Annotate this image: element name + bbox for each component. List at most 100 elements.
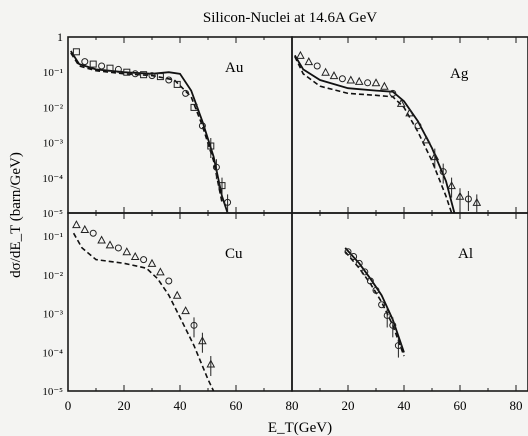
data-point xyxy=(81,58,89,66)
y-tick-label: 10⁻⁵ xyxy=(42,386,63,398)
data-point xyxy=(147,258,157,267)
panel-label: Al xyxy=(458,246,473,262)
data-point xyxy=(371,78,381,87)
x-tick-label: 60 xyxy=(230,398,243,413)
data-point xyxy=(439,168,447,176)
data-point xyxy=(206,359,216,368)
panel-label: Cu xyxy=(225,246,243,262)
data-point xyxy=(198,122,206,130)
panel-cu: Cu xyxy=(72,220,243,392)
chart-title: Silicon-Nuclei at 14.6A GeV xyxy=(203,10,377,26)
data-point xyxy=(198,336,207,345)
data-point xyxy=(344,248,352,256)
data-point xyxy=(181,306,190,315)
data-point xyxy=(455,191,465,200)
solid-curve xyxy=(70,50,229,214)
panel-label: Ag xyxy=(450,66,469,82)
panel-au: Au xyxy=(70,48,244,214)
y-tick-label: 10⁻² xyxy=(43,102,64,114)
data-point xyxy=(304,57,314,66)
data-point xyxy=(355,259,363,267)
y-axis-label: dσ/dE_T (barn/GeV) xyxy=(8,152,24,278)
panel-frame-2 xyxy=(67,212,293,392)
data-point xyxy=(354,76,364,85)
data-point xyxy=(296,50,305,59)
panel-al: Al xyxy=(344,246,473,358)
data-point xyxy=(321,67,330,76)
data-point xyxy=(190,103,198,111)
x-tick-label: 80 xyxy=(286,398,299,413)
data-point xyxy=(105,240,115,249)
data-point xyxy=(106,64,114,72)
y-tick-label: 10⁻³ xyxy=(43,309,64,321)
x-tick-label: 40 xyxy=(174,398,187,413)
data-point xyxy=(464,195,472,203)
x-tick-label: 20 xyxy=(342,398,355,413)
data-point xyxy=(361,268,369,276)
data-point xyxy=(130,251,140,261)
data-point xyxy=(394,342,402,350)
data-point xyxy=(131,70,139,78)
y-tick-label: 10⁻⁴ xyxy=(42,347,63,359)
x-tick-label: 40 xyxy=(398,398,411,413)
data-point xyxy=(190,321,198,329)
x-tick-label: 0 xyxy=(65,398,72,413)
data-point xyxy=(396,98,406,107)
data-point xyxy=(329,71,339,80)
data-point xyxy=(165,277,173,285)
data-point xyxy=(207,142,215,150)
data-point xyxy=(72,48,80,56)
data-point xyxy=(140,71,148,79)
panel-ag: Ag xyxy=(294,50,482,214)
x-tick-label: 20 xyxy=(118,398,131,413)
data-point xyxy=(89,229,97,237)
data-point xyxy=(114,244,122,252)
data-point xyxy=(156,267,165,276)
data-point xyxy=(422,135,431,144)
data-point xyxy=(148,72,156,80)
data-point xyxy=(383,311,391,319)
panel-label: Au xyxy=(225,60,244,76)
data-point xyxy=(80,224,90,233)
data-point xyxy=(378,301,386,309)
dashed-curve xyxy=(344,251,405,357)
data-point xyxy=(447,181,456,190)
data-point xyxy=(405,108,414,117)
x-axis-label: E_T(GeV) xyxy=(268,420,332,436)
y-tick-label: 10⁻⁴ xyxy=(42,173,63,185)
data-point xyxy=(346,75,356,84)
data-point xyxy=(182,89,190,97)
data-point xyxy=(123,68,131,76)
data-point xyxy=(173,80,181,88)
data-point xyxy=(380,81,389,90)
data-point xyxy=(414,122,422,130)
y-tick-label: 10⁻¹ xyxy=(43,67,63,79)
data-point xyxy=(338,75,346,83)
panels: Au Ag Cu Al xyxy=(70,48,482,392)
data-point xyxy=(72,220,81,229)
data-point xyxy=(212,163,220,171)
data-point xyxy=(97,235,106,244)
data-point xyxy=(372,286,380,294)
data-point xyxy=(364,79,372,87)
y-tick-label: 10⁻⁵ xyxy=(42,208,63,220)
data-point xyxy=(389,321,397,329)
data-point xyxy=(98,62,106,70)
data-point xyxy=(156,73,164,81)
data-point xyxy=(350,253,358,261)
data-point xyxy=(472,197,482,206)
data-point xyxy=(89,60,97,68)
panel-frame-1 xyxy=(291,36,528,214)
data-point xyxy=(172,290,182,299)
panel-frames xyxy=(67,36,528,392)
data-point xyxy=(366,277,374,285)
data-point xyxy=(313,62,321,70)
data-point xyxy=(140,256,148,264)
tick-labels: 0 20 40 60 80 20 40 60 80 1 10⁻¹ 10⁻² 10⁻³ 10⁻⁴ 10⁻⁵ 10… xyxy=(42,30,522,413)
data-point xyxy=(165,76,173,84)
y-tick-label: 1 xyxy=(57,30,63,44)
data-point xyxy=(122,247,132,256)
x-tick-label: 60 xyxy=(454,398,467,413)
solid-curve xyxy=(344,247,405,353)
